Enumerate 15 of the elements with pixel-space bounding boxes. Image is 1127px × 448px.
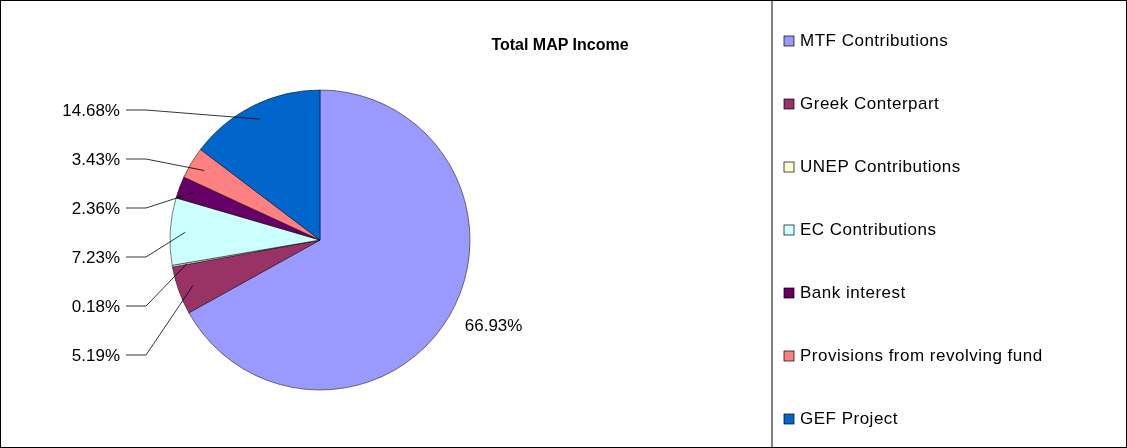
legend-label: EC Contributions (800, 220, 937, 239)
legend-label: Provisions from revolving fund (800, 346, 1043, 365)
data-label: 2.36% (71, 199, 120, 218)
data-label: 0.18% (71, 297, 120, 316)
legend-label: GEF Project (800, 409, 899, 428)
legend-label: Bank interest (800, 283, 906, 302)
legend-label: Greek Conterpart (800, 94, 940, 113)
data-label: 7.23% (71, 248, 120, 267)
data-label: 14.68% (62, 101, 120, 120)
data-label: 5.19% (71, 346, 120, 365)
data-label: 66.93% (464, 316, 523, 336)
chart-title: Total MAP Income (491, 36, 629, 53)
legend-label: UNEP Contributions (800, 157, 961, 176)
legend-label: MTF Contributions (800, 31, 949, 50)
data-label: 3.43% (71, 150, 120, 169)
